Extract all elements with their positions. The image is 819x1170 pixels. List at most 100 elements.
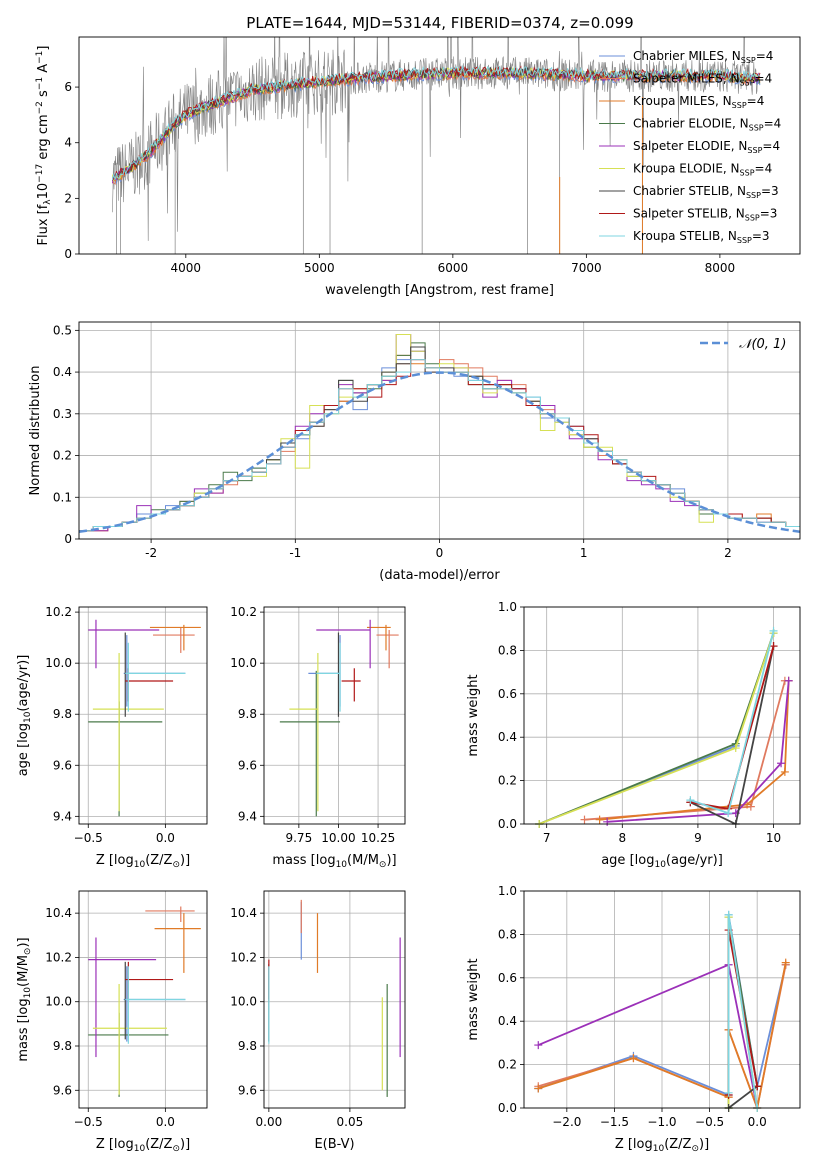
y-tick-label: 10.4 (45, 906, 72, 920)
axes-frame (523, 890, 801, 1109)
x-tick-label: 6000 (438, 261, 469, 275)
legend-label: Salpeter STELIB, NSSP=3 (633, 207, 777, 223)
y-tick-label: 9.8 (53, 1039, 72, 1053)
y-tick-label: 0.2 (498, 774, 517, 788)
weight-point-marker (731, 744, 740, 753)
legend-label: Kroupa MILES, NSSP=4 (633, 94, 764, 110)
weight-point-marker (781, 958, 790, 967)
y-axis-label: Normed distribution (28, 366, 43, 496)
legend-label: Kroupa STELIB, NSSP=3 (633, 229, 770, 245)
y-tick-label: 0 (64, 247, 72, 261)
y-axis-label: mass weight (466, 958, 481, 1040)
axes-layer: 4000 5000 6000 7000 8000 0 2 4 6 Chabrier MILES, … (16, 36, 801, 1154)
observed-spectrum-line (112, 37, 760, 241)
weight-point-marker (724, 910, 733, 919)
y-tick-label: 0.2 (53, 449, 72, 463)
y-tick-label: 2 (64, 191, 72, 205)
x-tick-label: 0.00 (256, 1115, 283, 1129)
x-axis-label: E(B-V) (314, 1137, 354, 1152)
mass-vs-EBV-panel: 0.00 0.05 9.6 9.8 10.0 10.2 10.4 E(B-V) (230, 890, 406, 1152)
weight-vs-Z-panel: −2.0 −1.5 −1.0 −0.5 0.0 0.0 0.2 0.4 0.6 0.8 1.0 Z [… (466, 884, 801, 1154)
legend-label: Chabrier MILES, NSSP=4 (633, 49, 773, 65)
weight-series-line (537, 963, 759, 1108)
y-tick-label: 10.2 (45, 950, 72, 964)
legend-label: 𝒩(0, 1) (739, 337, 786, 352)
weight-point-marker (534, 1084, 543, 1093)
y-tick-label: 1.0 (498, 600, 517, 614)
x-tick-label: 8000 (705, 261, 736, 275)
model-spectrum-line (111, 64, 761, 181)
y-axis-label: Flux [fλ10−17 erg cm−2 s−1 A−1] (35, 46, 53, 246)
age-vs-mass-panel: 9.75 10.00 10.25 9.4 9.6 9.8 10.0 10.2 mass [log… (230, 605, 406, 870)
x-tick-label: 7000 (571, 261, 602, 275)
y-tick-label: 0.0 (498, 817, 517, 831)
weight-series-line (538, 632, 775, 824)
weight-vs-age-panel: 7 8 9 10 0.0 0.2 0.4 0.6 0.8 1.0 age [log10(age/yr… (466, 600, 801, 870)
y-tick-label: 9.6 (53, 1083, 72, 1097)
y-tick-label: 10.2 (45, 605, 72, 619)
weight-point-marker (777, 759, 786, 768)
weight-point-marker (724, 1088, 733, 1097)
y-tick-label: 0.4 (498, 730, 517, 744)
y-tick-label: 4 (64, 136, 72, 150)
x-tick-label: 1 (580, 546, 588, 560)
x-tick-label: 0.0 (156, 831, 175, 845)
x-tick-label: −0.5 (74, 1115, 103, 1129)
y-tick-label: 9.4 (53, 809, 72, 823)
y-tick-label: 10.2 (230, 605, 257, 619)
age-vs-Z-panel: −0.5 0.0 9.4 9.6 9.8 10.0 10.2 Z [log10(Z/Z⊙)] a… (16, 605, 208, 870)
legend-label: Salpeter MILES, NSSP=4 (633, 72, 772, 88)
y-tick-label: 0.8 (498, 927, 517, 941)
weight-series-line (607, 680, 790, 823)
axes-frame (263, 890, 406, 1109)
x-axis-label: (data-model)/error (379, 568, 500, 583)
y-tick-label: 0.6 (498, 687, 517, 701)
x-tick-label: 7 (543, 831, 551, 845)
histogram-panel: -2 -1 0 1 2 0 0.1 0.2 0.3 0.4 0.5 𝒩(0, 1) (data-mode… (28, 321, 801, 583)
axes-frame (78, 36, 801, 255)
x-tick-label: 10.00 (321, 831, 355, 845)
x-tick-label: 5000 (304, 261, 335, 275)
x-tick-label: 4000 (171, 261, 202, 275)
legend-label: Chabrier ELODIE, NSSP=4 (633, 117, 781, 133)
y-tick-label: 9.8 (53, 707, 72, 721)
weight-point-marker (784, 676, 793, 685)
weight-series-line (538, 632, 775, 824)
x-tick-label: 10 (766, 831, 781, 845)
y-tick-label: 10.0 (230, 995, 257, 1009)
x-axis-label: Z [log10(Z/Z⊙)] (96, 1137, 190, 1154)
y-tick-label: 9.8 (238, 1039, 257, 1053)
x-tick-label: 0.0 (156, 1115, 175, 1129)
axes-frame (78, 890, 208, 1109)
weight-series-line (538, 632, 775, 824)
axes-frame (78, 321, 801, 540)
weight-point-marker (603, 817, 612, 826)
weight-point-marker (769, 626, 778, 635)
x-tick-label: 2 (724, 546, 732, 560)
x-tick-label: 10.25 (361, 831, 395, 845)
y-tick-label: 10.0 (45, 995, 72, 1009)
x-tick-label: 9.75 (285, 831, 312, 845)
y-axis-label: mass weight (466, 674, 481, 756)
y-tick-label: 0.4 (53, 365, 72, 379)
y-tick-label: 1.0 (498, 884, 517, 898)
y-tick-label: 0 (64, 532, 72, 546)
y-tick-label: 0.8 (498, 643, 517, 657)
x-axis-label: wavelength [Angstrom, rest frame] (325, 283, 554, 298)
y-axis-label: mass [log10(M/M⊙)] (16, 937, 33, 1061)
y-tick-label: 9.6 (53, 758, 72, 772)
x-tick-label: 9 (694, 831, 702, 845)
legend-label: Kroupa ELODIE, NSSP=4 (633, 162, 772, 178)
weight-point-marker (629, 1054, 638, 1063)
y-tick-label: 0.4 (498, 1014, 517, 1028)
x-tick-label: 8 (618, 831, 626, 845)
x-axis-label: age [log10(age/yr)] (601, 853, 723, 870)
weight-point-marker (780, 767, 789, 776)
normal-curve (79, 371, 800, 533)
x-tick-label: −0.5 (74, 831, 103, 845)
weight-point-marker (724, 809, 733, 818)
legend-label: Chabrier STELIB, NSSP=3 (633, 184, 779, 200)
axes-frame (263, 606, 406, 825)
x-tick-label: −2.0 (552, 1115, 581, 1129)
